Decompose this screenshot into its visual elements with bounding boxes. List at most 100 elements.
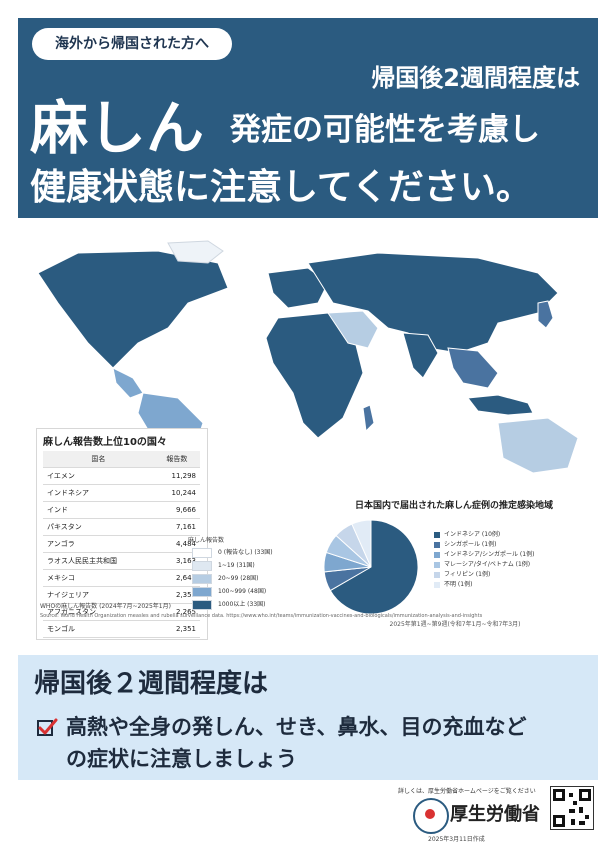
headline-line2: 健康状態に注意してください。 <box>30 167 532 208</box>
country-cell: メキシコ <box>43 569 154 587</box>
advice-box: 帰国後２週間程度は 高熱や全身の発しん、せき、鼻水、目の充血など の症状に注意し… <box>18 655 598 780</box>
headline-measles: 麻しん <box>30 94 205 162</box>
pie-legend-label: シンガポール (1例) <box>444 541 497 548</box>
pie-legend-label: マレーシア/タイ/ベトナム (1例) <box>444 561 531 568</box>
map-section: 麻しん報告数上位10の国々 国名 報告数 イエメン 11,298 インドネシア 10… <box>18 233 598 643</box>
pie-legend-dot <box>434 551 440 558</box>
country-cell: ラオス人民民主共和国 <box>43 552 154 570</box>
pie-legend-dot <box>434 561 440 568</box>
map-madagascar <box>362 404 375 433</box>
infection-region-pie <box>323 519 419 615</box>
legend-item: 1000以上 (33国) <box>192 599 266 610</box>
pie-legend-item: インドネシア (10例) <box>434 530 594 540</box>
legend-item: 0 (報告なし) (33国) <box>192 547 273 558</box>
pie-legend-dot <box>434 581 440 588</box>
table-row: インドネシア 10,244 <box>43 484 200 502</box>
count-cell: 2,353 <box>153 586 200 604</box>
legend-swatch <box>192 586 212 597</box>
count-cell: 9,666 <box>153 501 200 519</box>
legend-label: 0 (報告なし) (33国) <box>218 549 273 556</box>
map-southeast-asia <box>447 347 499 389</box>
advice-line-2: の症状に注意しましょう <box>66 747 297 771</box>
map-legend: 麻しん報告数 0 (報告なし) (33国) 1~19 (31国) 20~99 (… <box>188 535 298 625</box>
top10-header-country: 国名 <box>43 451 154 468</box>
pie-legend-dot <box>434 531 440 538</box>
legend-swatch <box>192 560 212 571</box>
table-row: アフガニスタン 2,265 <box>43 603 200 621</box>
footer: 詳しくは、厚生労働省ホームページをご覧ください 厚生労働省 2025年3月11日… <box>18 784 598 848</box>
audience-pill: 海外から帰国された方へ <box>32 28 232 60</box>
legend-item: 100~999 (48国) <box>192 586 266 597</box>
map-indonesia <box>467 394 534 416</box>
headline-rest: 発症の可能性を考慮し <box>230 112 540 148</box>
source-note: WHOの麻しん報告数 (2024年7月~2025年1月) <box>40 603 171 610</box>
table-row: メキシコ 2,648 <box>43 569 200 587</box>
creation-date: 2025年3月11日作成 <box>428 836 485 843</box>
count-cell: 11,298 <box>153 467 200 485</box>
legend-label: 20~99 (28国) <box>218 575 259 582</box>
legend-label: 1~19 (31国) <box>218 562 255 569</box>
tiny-note: Source: World Health Organization measle… <box>40 613 483 619</box>
count-cell: 7,161 <box>153 518 200 536</box>
map-india <box>402 332 439 379</box>
legend-swatch <box>192 547 212 558</box>
advice-title: 帰国後２週間程度は <box>34 669 269 699</box>
top10-header-count: 報告数 <box>153 451 200 468</box>
top10-title: 麻しん報告数上位10の国々 <box>43 437 167 448</box>
legend-item: 1~19 (31国) <box>192 560 255 571</box>
table-row: モンゴル 2,351 <box>43 620 200 638</box>
legend-swatch <box>192 573 212 584</box>
pie-legend-dot <box>434 571 440 578</box>
map-europe <box>267 267 329 309</box>
pie-legend-item: シンガポール (1例) <box>434 540 594 550</box>
country-cell: ナイジェリア <box>43 586 154 604</box>
map-greenland <box>167 240 224 264</box>
table-row: インド 9,666 <box>43 501 200 519</box>
map-legend-title: 麻しん報告数 <box>188 537 225 544</box>
top10-table-box: 麻しん報告数上位10の国々 国名 報告数 イエメン 11,298 インドネシア 10… <box>36 428 208 640</box>
pie-section: 日本国内で届出された麻しん症例の推定感染地域 インドネシア (10例) シンガポ… <box>314 498 594 638</box>
map-central-america <box>112 367 144 399</box>
legend-swatch <box>192 599 212 610</box>
pie-legend: インドネシア (10例) シンガポール (1例) インドネシア/シンガポール (… <box>434 530 594 590</box>
table-row: イエメン 11,298 <box>43 467 200 485</box>
pie-legend-item: インドネシア/シンガポール (1例) <box>434 550 594 560</box>
table-row: ラオス人民民主共和国 3,163 <box>43 552 200 570</box>
qr-code-icon[interactable] <box>550 786 594 830</box>
world-map <box>37 240 579 479</box>
table-row: パキスタン 7,161 <box>43 518 200 536</box>
pie-legend-label: フィリピン (1例) <box>444 571 491 578</box>
top10-table: 国名 報告数 イエメン 11,298 インドネシア 10,244 インド 9,666 … <box>43 451 200 638</box>
poster: 海外から帰国された方へ 帰国後2週間程度は 麻しん 発症の可能性を考慮し 健康状… <box>8 8 598 843</box>
map-middle-east <box>327 310 379 349</box>
map-japan <box>537 300 554 329</box>
pie-note: 2025年第1週~第9週(令和7年1月~令和7年3月) <box>389 621 521 628</box>
country-cell: アフガニスタン <box>43 603 154 621</box>
legend-label: 100~999 (48国) <box>218 588 267 595</box>
logo-dot <box>425 809 435 819</box>
map-australia <box>497 417 579 474</box>
country-cell: モンゴル <box>43 620 154 638</box>
pie-legend-dot <box>434 541 440 548</box>
pie-title: 日本国内で届出された麻しん症例の推定感染地域 <box>354 501 553 511</box>
map-north-america <box>37 250 229 369</box>
legend-label: 1000以上 (33国) <box>218 601 266 608</box>
table-row: アンゴラ 4,484 <box>43 535 200 553</box>
count-cell: 3,163 <box>153 552 200 570</box>
count-cell: 2,351 <box>153 620 200 638</box>
country-cell: インドネシア <box>43 484 154 502</box>
header-banner: 海外から帰国された方へ 帰国後2週間程度は 麻しん 発症の可能性を考慮し 健康状… <box>18 18 598 218</box>
count-cell: 10,244 <box>153 484 200 502</box>
checkbox-check-icon <box>37 718 58 736</box>
legend-item: 20~99 (28国) <box>192 573 259 584</box>
footer-more-info: 詳しくは、厚生労働省ホームページをご覧ください <box>398 788 536 795</box>
ministry-name: 厚生労働省 <box>450 804 540 825</box>
count-cell: 4,484 <box>153 535 200 553</box>
advice-line-1: 高熱や全身の発しん、せき、鼻水、目の充血など <box>66 715 527 739</box>
pie-legend-item: マレーシア/タイ/ベトナム (1例) <box>434 560 594 570</box>
pie-legend-label: インドネシア/シンガポール (1例) <box>444 551 535 558</box>
pie-legend-item: フィリピン (1例) <box>434 570 594 580</box>
count-cell: 2,648 <box>153 569 200 587</box>
pie-legend-label: 不明 (1例) <box>444 581 473 588</box>
pie-slice-5 <box>351 519 372 568</box>
